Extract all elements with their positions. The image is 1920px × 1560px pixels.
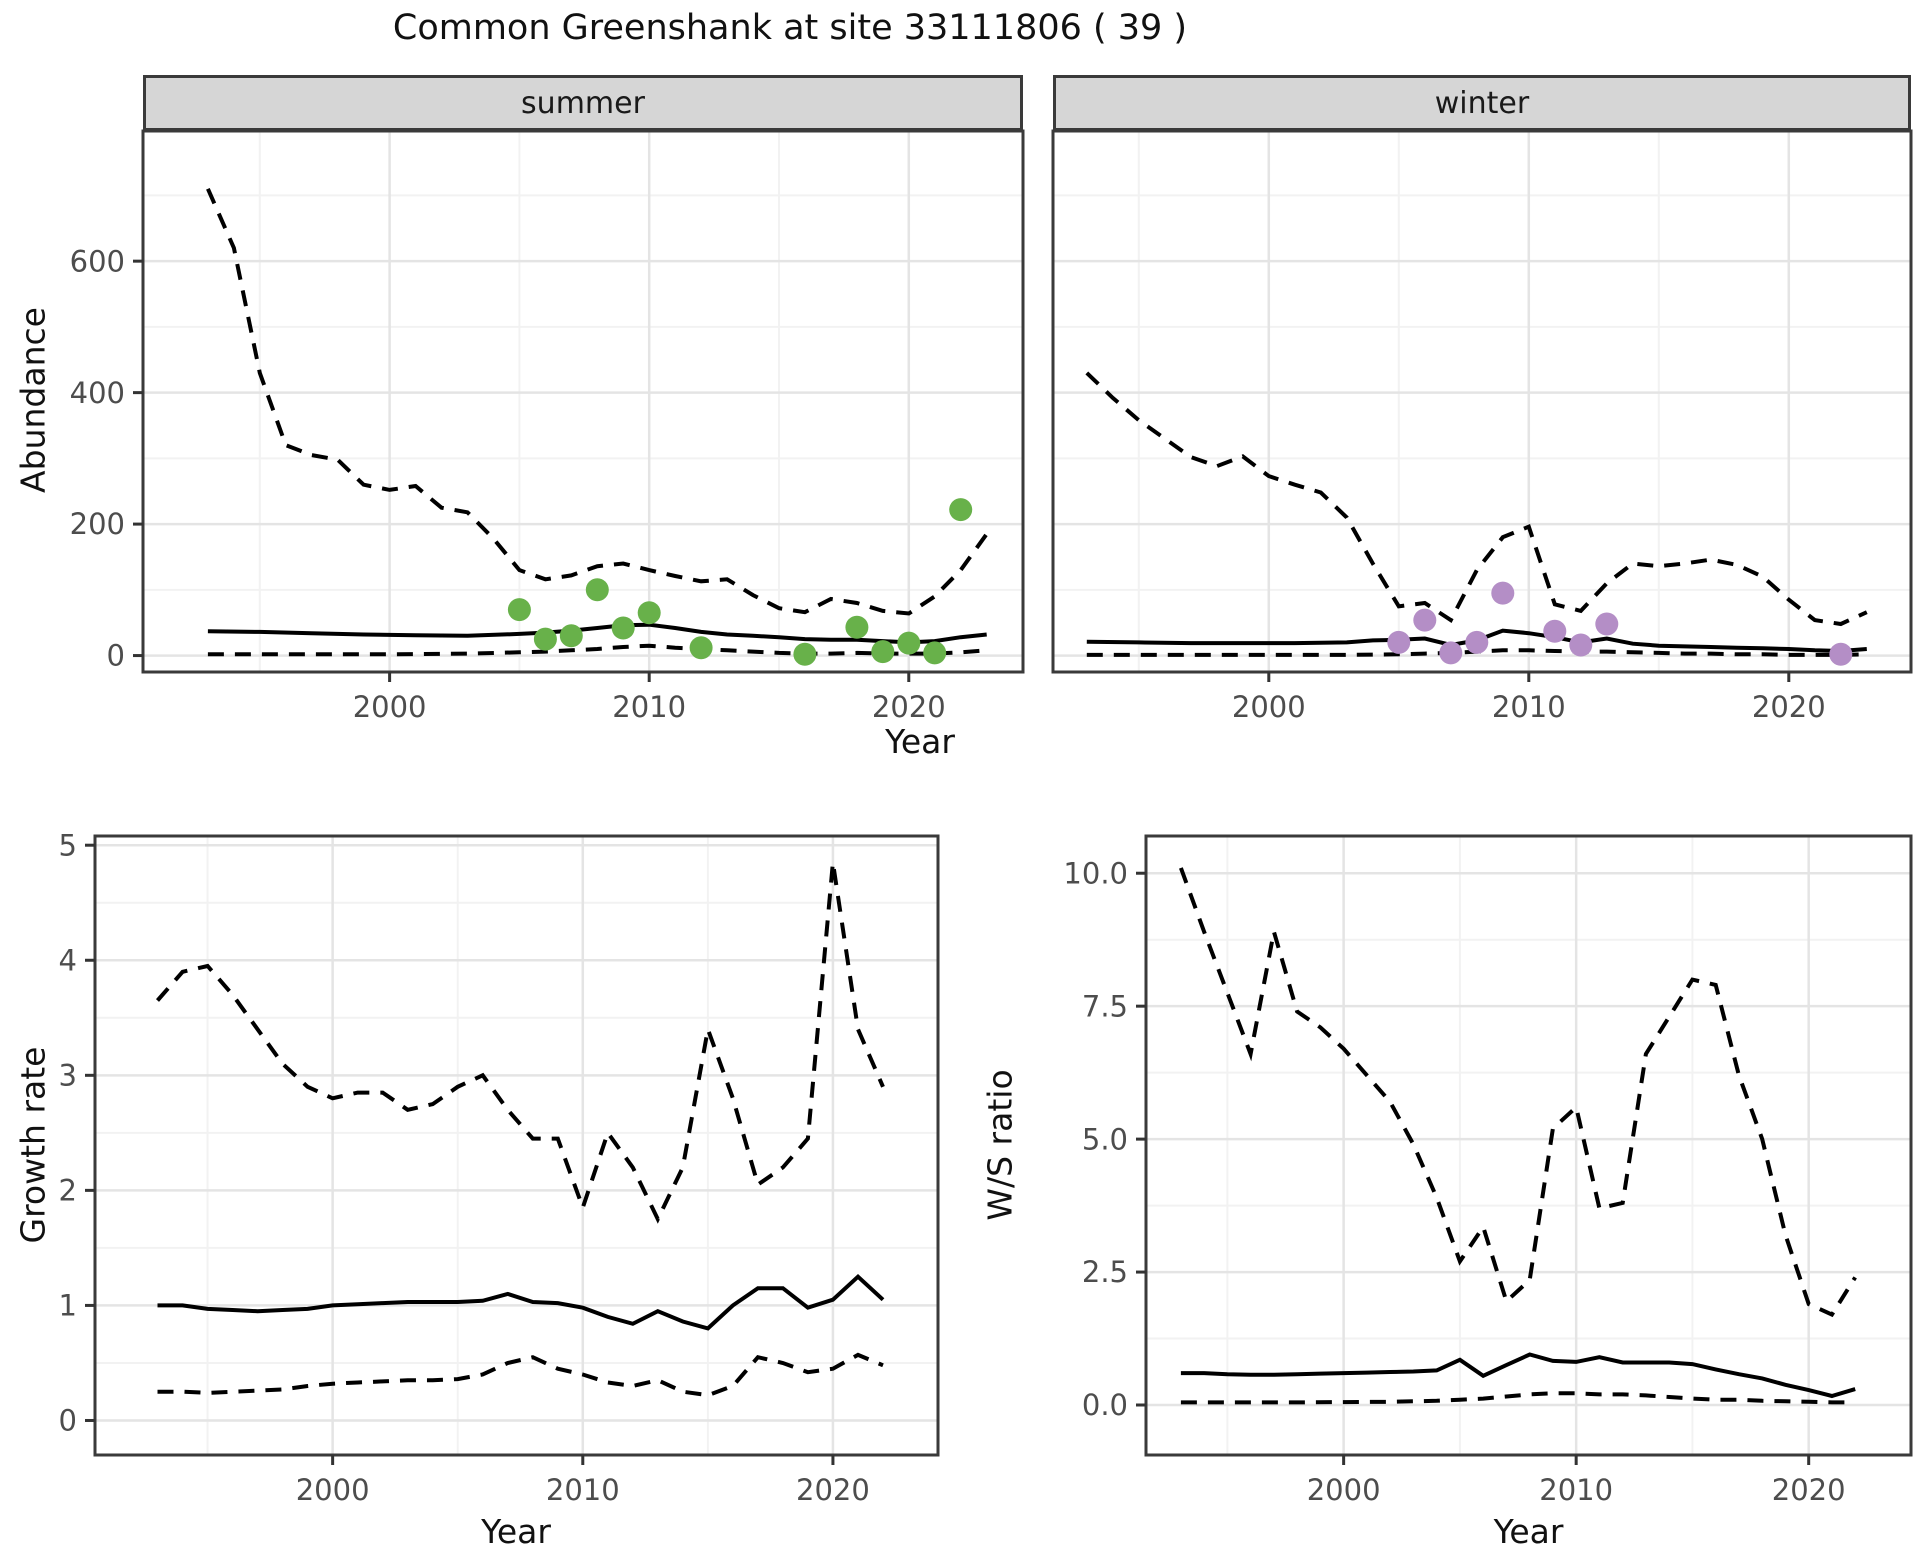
line-growth-rate-lower_95ci <box>157 1352 884 1398</box>
panel-abundance-winter: 2000 2010 2020 <box>1051 129 1913 724</box>
y-axis-title-ws-ratio: W/S ratio <box>980 1069 1020 1221</box>
x-axis-title-year-ws: Year <box>1493 1512 1564 1551</box>
series-lines-abundance-winter <box>1085 371 1868 657</box>
line-growth-rate-upper_95ci <box>155 862 885 1224</box>
data-point <box>1439 641 1463 665</box>
y-axis-title-growth-rate: Growth rate <box>13 1046 53 1244</box>
data-point <box>897 631 921 655</box>
y-tick-label: 3 <box>59 1058 77 1092</box>
line-abundance-summer-lower_95ci <box>207 643 987 657</box>
data-point <box>1569 633 1593 657</box>
data-point <box>689 636 713 660</box>
panel-border <box>1144 834 1913 1457</box>
x-tick-label: 2010 <box>612 690 686 724</box>
data-point <box>585 578 609 602</box>
y-tick-label: 0 <box>107 639 125 673</box>
data-point <box>533 627 557 651</box>
data-point <box>923 641 947 665</box>
data-point <box>1595 612 1619 636</box>
y-tick-label: 1 <box>59 1289 77 1323</box>
data-point <box>1829 642 1853 666</box>
data-point <box>1543 619 1567 643</box>
x-tick-label: 2000 <box>1307 1473 1381 1507</box>
data-point <box>949 498 973 522</box>
x-tick-label: 2010 <box>546 1473 620 1507</box>
x-tick-label: 2000 <box>296 1473 370 1507</box>
facet-strip-summer-label: summer <box>521 85 645 121</box>
y-tick-label: 0 <box>59 1404 77 1438</box>
x-tick-label: 2000 <box>1232 690 1306 724</box>
y-tick-label: 10.0 <box>1063 856 1128 890</box>
panel-border <box>93 834 940 1457</box>
y-tick-label: 600 <box>70 244 125 278</box>
y-tick-label: 2.5 <box>1082 1255 1128 1289</box>
line-ws-ratio-median <box>1180 1352 1856 1399</box>
y-tick-label: 7.5 <box>1082 989 1128 1023</box>
x-tick-label: 2020 <box>872 690 946 724</box>
y-tick-label: 5 <box>59 828 77 862</box>
y-tick-label: 400 <box>70 376 125 410</box>
panel-border <box>141 129 1025 674</box>
data-point <box>1387 630 1411 654</box>
panel-ws-ratio: 2000 2010 2020 0.0 2.5 5.0 7.5 10.0 <box>1063 834 1913 1507</box>
y-tick-label: 0.0 <box>1082 1388 1128 1422</box>
x-tick-label: 2020 <box>1752 690 1826 724</box>
data-point <box>871 640 895 664</box>
data-point <box>845 615 869 639</box>
series-lines-ws-ratio <box>1179 867 1857 1405</box>
x-tick-label: 2010 <box>1539 1473 1613 1507</box>
data-point <box>559 624 583 648</box>
x-tick-label: 2000 <box>353 690 427 724</box>
points-observed-counts-summer <box>507 498 973 666</box>
x-axis-title-year-top: Year <box>885 722 955 761</box>
facet-strip-summer: summer <box>143 75 1023 131</box>
y-axis-title-abundance: Abundance <box>13 307 53 493</box>
data-point <box>1413 608 1437 632</box>
panel-border <box>1051 129 1913 674</box>
y-tick-label: 200 <box>70 507 125 541</box>
data-point <box>637 601 661 625</box>
page-title: Common Greenshank at site 33111806 ( 39 … <box>392 8 1188 48</box>
line-abundance-winter-median <box>1086 628 1867 654</box>
y-tick-label: 4 <box>59 943 77 977</box>
data-point <box>1465 630 1489 654</box>
data-point <box>1491 581 1515 605</box>
facet-strip-winter: winter <box>1053 75 1911 131</box>
panel-abundance-summer: 2000 2010 2020 0 200 400 600 <box>70 129 1025 724</box>
series-lines-growth-rate <box>155 862 885 1398</box>
x-tick-label: 2010 <box>1492 690 1566 724</box>
x-axis-title-year-growth: Year <box>481 1512 551 1551</box>
data-point <box>507 598 531 622</box>
line-abundance-summer-upper_95ci <box>206 187 989 616</box>
x-tick-label: 2020 <box>796 1473 870 1507</box>
data-point <box>793 642 817 666</box>
points-observed-counts-winter <box>1387 581 1853 666</box>
line-abundance-winter-lower_95ci <box>1086 648 1867 657</box>
line-ws-ratio-upper_95ci <box>1179 867 1857 1318</box>
y-tick-label: 2 <box>59 1174 77 1208</box>
panel-growth-rate: 2000 2010 2020 0 1 2 3 4 5 <box>59 828 940 1507</box>
y-tick-label: 5.0 <box>1082 1122 1128 1156</box>
data-point <box>611 616 635 640</box>
x-tick-label: 2020 <box>1772 1473 1846 1507</box>
facet-strip-winter-label: winter <box>1434 85 1530 121</box>
line-growth-rate-median <box>157 1273 885 1331</box>
